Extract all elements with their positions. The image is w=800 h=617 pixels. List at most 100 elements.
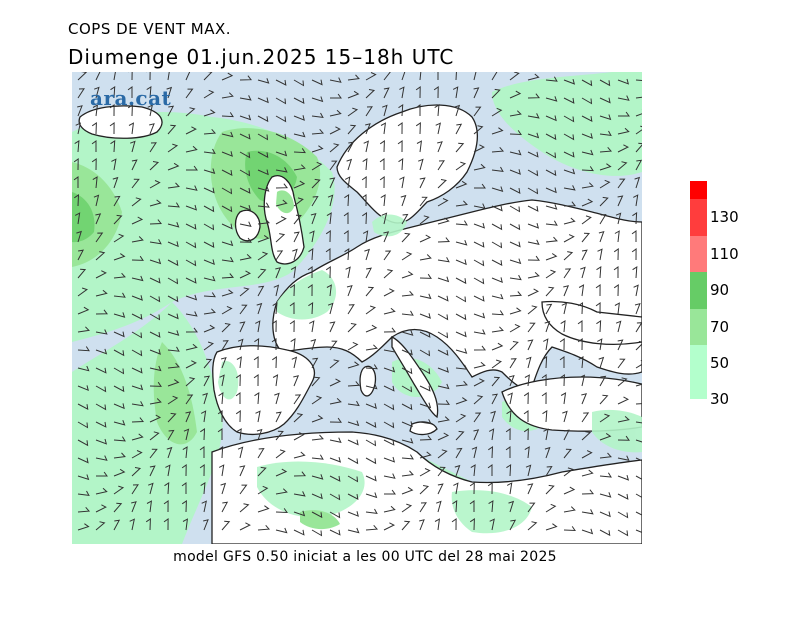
wind-barb	[613, 284, 619, 297]
wind-barb	[293, 510, 306, 517]
wind-barb	[419, 468, 431, 477]
legend-label-30: 30	[710, 390, 730, 408]
wind-barb	[527, 322, 536, 333]
wind-barb	[491, 359, 502, 369]
wind-barb	[487, 482, 493, 495]
wind-barb	[129, 518, 135, 531]
wind-barb	[74, 212, 81, 225]
wind-barb	[383, 327, 396, 333]
aracat-logo[interactable]: ara.cat	[90, 86, 172, 110]
wind-barb	[545, 133, 557, 141]
wind-barb	[131, 367, 143, 374]
wind-barb	[235, 374, 241, 387]
wind-barb	[561, 302, 568, 315]
wind-barb	[344, 194, 350, 207]
wind-barb	[509, 90, 522, 99]
wind-barb	[437, 400, 450, 405]
wind-barb	[293, 413, 304, 423]
wind-barb	[293, 164, 306, 171]
land-masses	[78, 104, 642, 544]
wind-barb	[599, 529, 611, 537]
wind-barb	[599, 114, 612, 121]
wind-barb	[112, 176, 119, 189]
wind-barb	[581, 115, 593, 123]
wind-barb	[635, 142, 642, 153]
wind-barb	[599, 472, 612, 478]
wind-barb	[113, 485, 125, 495]
model-info: model GFS 0.50 iniciat a les 00 UTC del …	[173, 549, 557, 565]
wind-barb	[239, 151, 251, 159]
wind-barb	[491, 88, 501, 99]
wind-barb	[254, 392, 260, 405]
wind-barb	[437, 383, 450, 390]
wind-barb	[509, 187, 521, 195]
wind-barb	[255, 320, 261, 333]
wind-barb	[149, 277, 161, 284]
wind-barb	[527, 205, 539, 212]
wind-barb	[473, 361, 486, 369]
wind-barb	[419, 402, 432, 409]
wind-barb	[506, 464, 512, 477]
wind-barb	[293, 529, 305, 536]
wind-barb	[437, 432, 450, 441]
wind-barb	[473, 203, 486, 209]
wind-barb	[635, 109, 642, 117]
wind-barb	[257, 234, 270, 243]
wind-barb	[527, 305, 538, 315]
wind-barb	[437, 237, 451, 243]
wind-barb	[201, 500, 207, 513]
wind-barb	[599, 130, 612, 137]
wind-barb	[311, 376, 321, 387]
wind-barb	[113, 403, 125, 410]
wind-barb	[131, 484, 139, 495]
wind-barb	[131, 349, 143, 357]
wind-barb	[131, 433, 144, 441]
wind-barb	[419, 254, 432, 261]
wind-barb	[455, 364, 468, 370]
wind-barb	[292, 248, 298, 261]
wind-barb	[473, 241, 485, 248]
wind-barb	[541, 392, 547, 405]
wind-barb	[254, 338, 260, 351]
wind-barb	[581, 469, 594, 477]
wind-barb	[435, 122, 441, 135]
wind-barb	[95, 72, 101, 81]
wind-barb	[253, 374, 259, 387]
wind-barb	[181, 464, 187, 477]
wind-barb	[509, 274, 522, 281]
wind-barb	[203, 275, 216, 282]
wind-barb	[95, 487, 108, 495]
wind-barb	[613, 266, 619, 278]
wind-barb	[597, 338, 603, 351]
wind-barb	[76, 230, 82, 243]
wind-barb	[275, 468, 288, 477]
wind-barb	[509, 341, 519, 351]
wind-barb	[617, 474, 630, 481]
wind-barb	[257, 268, 267, 279]
wind-barb	[185, 327, 198, 333]
wind-barb	[293, 471, 306, 477]
wind-barb	[221, 112, 234, 118]
wind-barb	[527, 255, 540, 261]
wind-barb	[95, 504, 107, 513]
wind-barb	[329, 437, 342, 443]
wind-barb	[167, 346, 180, 352]
wind-barb	[527, 272, 540, 279]
wind-barb	[418, 158, 424, 171]
wind-barb	[631, 248, 637, 261]
wind-barb	[437, 179, 447, 189]
wind-barb	[633, 284, 639, 297]
wind-barb	[599, 511, 611, 518]
wind-barb	[401, 421, 413, 428]
wind-barb	[507, 392, 513, 405]
wind-barb	[527, 151, 539, 158]
wind-barb	[455, 348, 468, 354]
wind-barb	[365, 286, 375, 297]
legend-label-130: 130	[710, 208, 739, 226]
legend-swatch-50-70	[690, 309, 707, 345]
wind-barb	[329, 417, 342, 423]
wind-barb	[74, 194, 80, 207]
wind-barb	[578, 284, 585, 297]
wind-barb	[325, 248, 331, 260]
wind-barb	[508, 374, 515, 387]
